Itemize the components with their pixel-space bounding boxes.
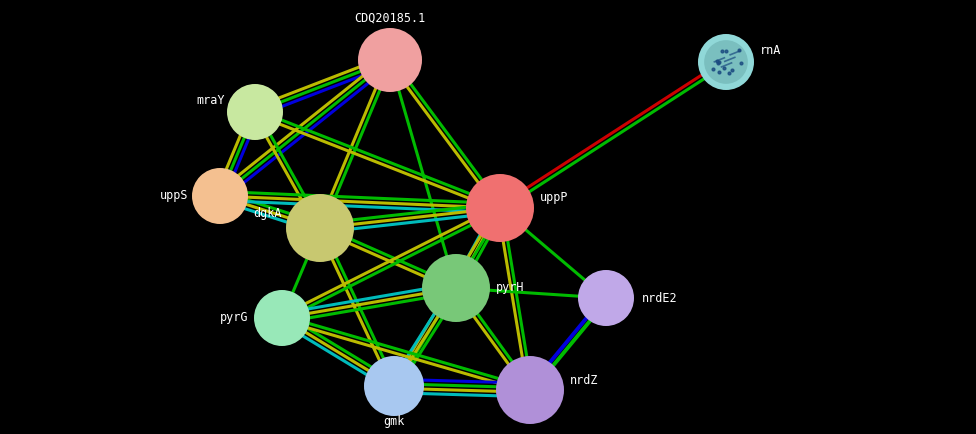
Text: pyrG: pyrG <box>220 312 248 325</box>
Text: rnA: rnA <box>760 43 782 56</box>
Text: dgkA: dgkA <box>254 207 282 220</box>
Text: mraY: mraY <box>196 93 225 106</box>
Circle shape <box>698 34 754 90</box>
Circle shape <box>286 194 354 262</box>
Text: CDQ20185.1: CDQ20185.1 <box>354 11 426 24</box>
Circle shape <box>254 290 310 346</box>
Text: uppP: uppP <box>540 191 568 204</box>
Circle shape <box>466 174 534 242</box>
Circle shape <box>227 84 283 140</box>
Circle shape <box>578 270 634 326</box>
Text: uppS: uppS <box>159 190 188 203</box>
Circle shape <box>422 254 490 322</box>
Text: nrdE2: nrdE2 <box>642 292 677 305</box>
Text: gmk: gmk <box>384 415 405 428</box>
Text: pyrH: pyrH <box>496 282 524 295</box>
Circle shape <box>358 28 422 92</box>
Text: nrdZ: nrdZ <box>570 374 598 387</box>
Circle shape <box>192 168 248 224</box>
Circle shape <box>364 356 424 416</box>
Circle shape <box>496 356 564 424</box>
Circle shape <box>704 40 748 84</box>
